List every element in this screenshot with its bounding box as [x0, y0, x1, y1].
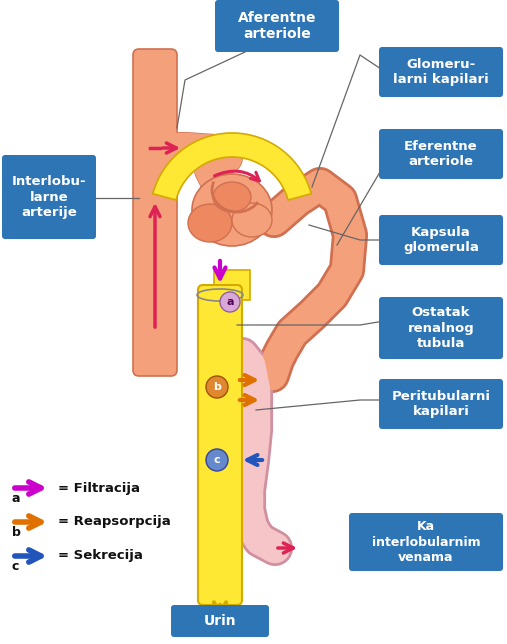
- Text: a: a: [226, 297, 234, 307]
- Circle shape: [206, 376, 228, 398]
- Text: Urin: Urin: [204, 614, 236, 628]
- Text: c: c: [12, 560, 19, 573]
- Ellipse shape: [213, 182, 251, 212]
- FancyBboxPatch shape: [379, 47, 503, 97]
- Ellipse shape: [232, 203, 272, 237]
- Text: Ka
interlobularnim
venama: Ka interlobularnim venama: [372, 520, 480, 564]
- Text: Interlobu-
larne
arterije: Interlobu- larne arterije: [12, 175, 86, 219]
- Text: Kapsula
glomerula: Kapsula glomerula: [403, 226, 479, 254]
- Text: a: a: [12, 492, 20, 505]
- Text: = Filtracija: = Filtracija: [58, 482, 140, 495]
- Text: Glomeru-
larni kapilari: Glomeru- larni kapilari: [393, 58, 489, 86]
- FancyBboxPatch shape: [133, 49, 177, 376]
- FancyBboxPatch shape: [379, 215, 503, 265]
- Ellipse shape: [192, 174, 272, 246]
- Text: Eferentne
arteriole: Eferentne arteriole: [404, 140, 478, 168]
- Circle shape: [220, 292, 240, 312]
- Text: b: b: [12, 526, 21, 539]
- Text: Ostatak
renalnog
tubula: Ostatak renalnog tubula: [408, 306, 475, 350]
- FancyBboxPatch shape: [198, 285, 242, 605]
- FancyBboxPatch shape: [2, 155, 96, 239]
- Bar: [214, 270, 250, 300]
- FancyBboxPatch shape: [215, 0, 339, 52]
- Text: = Sekrecija: = Sekrecija: [58, 549, 143, 562]
- Text: c: c: [213, 455, 221, 465]
- FancyBboxPatch shape: [379, 297, 503, 359]
- FancyBboxPatch shape: [379, 129, 503, 179]
- FancyBboxPatch shape: [379, 379, 503, 429]
- FancyBboxPatch shape: [349, 513, 503, 571]
- Circle shape: [206, 449, 228, 471]
- Text: = Reapsorpcija: = Reapsorpcija: [58, 515, 171, 529]
- Ellipse shape: [188, 204, 232, 242]
- Text: b: b: [213, 382, 221, 392]
- FancyBboxPatch shape: [171, 605, 269, 637]
- Text: Aferentne
arteriole: Aferentne arteriole: [238, 10, 316, 41]
- Text: Peritubularni
kapilari: Peritubularni kapilari: [391, 390, 490, 418]
- Polygon shape: [153, 133, 311, 200]
